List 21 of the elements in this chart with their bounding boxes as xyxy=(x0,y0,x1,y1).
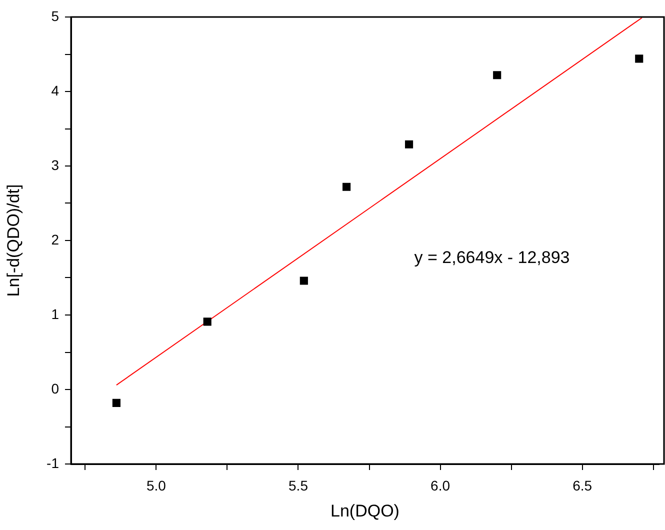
y-tick-label: 3 xyxy=(51,156,60,173)
x-tick-label: 6.0 xyxy=(430,477,450,494)
point xyxy=(493,71,502,80)
x-tick-label: 5.0 xyxy=(146,477,166,494)
x-tick-label: 6.5 xyxy=(572,477,592,494)
point xyxy=(342,182,351,191)
annotation: y = 2,6649x - 12,893 xyxy=(414,248,570,268)
point xyxy=(404,140,414,148)
point xyxy=(300,276,308,285)
y-tick-label: 5 xyxy=(51,8,60,24)
y-tick-label: 4 xyxy=(51,82,60,98)
point xyxy=(203,318,212,326)
point xyxy=(635,54,644,63)
x-tick-label: 5.5 xyxy=(288,477,308,494)
y-tick-label: -1 xyxy=(46,454,60,471)
y-tick-label: 1 xyxy=(51,306,60,322)
point xyxy=(112,398,120,407)
x-axis-title: Ln(DQO) xyxy=(330,501,400,520)
y-tick-label: 2 xyxy=(51,231,60,248)
y-axis-title: Ln[-d(QDO)/dt] xyxy=(4,184,23,297)
y-tick-label: 0 xyxy=(51,380,60,396)
